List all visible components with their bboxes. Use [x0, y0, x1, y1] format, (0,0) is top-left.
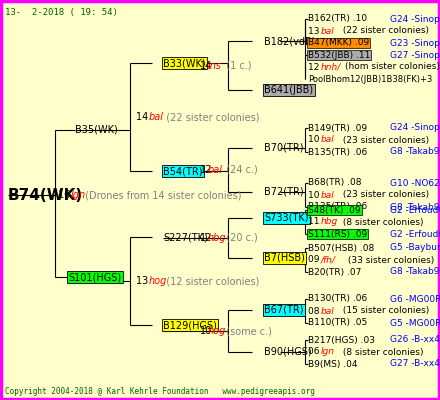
Text: (24 c.): (24 c.) [220, 165, 258, 175]
Text: B130(TR) .06: B130(TR) .06 [308, 294, 367, 304]
Text: B20(TR) .07: B20(TR) .07 [308, 268, 361, 276]
Text: hbg: hbg [208, 233, 227, 243]
Text: 13-  2-2018 ( 19: 54): 13- 2-2018 ( 19: 54) [5, 8, 118, 17]
Text: bal: bal [208, 165, 223, 175]
Text: B110(TR) .05: B110(TR) .05 [308, 318, 367, 328]
Text: 09: 09 [308, 256, 323, 264]
Text: (8 sister colonies): (8 sister colonies) [340, 348, 423, 356]
Text: hog: hog [148, 276, 167, 286]
Text: B33(WK): B33(WK) [163, 58, 205, 68]
Text: bal: bal [321, 306, 335, 316]
Text: G23 -Sinop62R: G23 -Sinop62R [390, 38, 440, 48]
Text: (1 c.): (1 c.) [220, 61, 252, 71]
Text: bal: bal [321, 26, 335, 36]
Text: B217(HGS) .03: B217(HGS) .03 [308, 336, 375, 344]
Text: G8 -Takab93aR: G8 -Takab93aR [390, 268, 440, 276]
Text: S48(TK) .09: S48(TK) .09 [308, 206, 361, 214]
Text: B67(TR): B67(TR) [264, 305, 304, 315]
Text: B507(HSB) .08: B507(HSB) .08 [308, 244, 374, 252]
Text: B70(TR): B70(TR) [264, 143, 304, 153]
Text: lgn: lgn [70, 190, 85, 200]
Text: G27 -Sinop62R: G27 -Sinop62R [390, 50, 440, 60]
Text: B532(JBB) .11: B532(JBB) .11 [308, 50, 370, 60]
Text: B72(TR): B72(TR) [264, 187, 304, 197]
Text: 14: 14 [136, 112, 151, 122]
Text: 16: 16 [58, 190, 73, 200]
Text: lgn: lgn [321, 348, 335, 356]
Text: (23 sister colonies): (23 sister colonies) [340, 190, 429, 200]
Text: (Drones from 14 sister colonies): (Drones from 14 sister colonies) [82, 190, 242, 200]
Text: (some c.): (some c.) [220, 326, 272, 336]
Text: (hom sister colonies): (hom sister colonies) [345, 62, 440, 72]
Text: 12: 12 [200, 165, 213, 175]
Text: G27 -B-xx43: G27 -B-xx43 [390, 360, 440, 368]
Text: G5 -MG00R: G5 -MG00R [390, 318, 440, 328]
Text: B182(vdB): B182(vdB) [264, 36, 315, 46]
Text: 14: 14 [200, 61, 212, 71]
Text: G26 -B-xx43: G26 -B-xx43 [390, 336, 440, 344]
Text: 12: 12 [200, 233, 213, 243]
Text: (15 sister colonies): (15 sister colonies) [340, 306, 429, 316]
Text: B149(TR) .09: B149(TR) .09 [308, 124, 367, 132]
Text: G2 -Erfoud07-1Q: G2 -Erfoud07-1Q [390, 230, 440, 238]
Text: G24 -Sinop62R: G24 -Sinop62R [390, 14, 440, 24]
Text: G2 -Erfoud07-1Q: G2 -Erfoud07-1Q [390, 206, 440, 214]
Text: PoolBhom12(JBB)1B38(FK)+3: PoolBhom12(JBB)1B38(FK)+3 [308, 74, 432, 84]
Text: 10: 10 [308, 190, 323, 200]
Text: B135(TR) .06: B135(TR) .06 [308, 202, 367, 212]
Text: bal: bal [321, 190, 335, 200]
Text: B162(TR) .10: B162(TR) .10 [308, 14, 367, 24]
Text: B135(TR) .06: B135(TR) .06 [308, 148, 367, 156]
Text: B641(JBB): B641(JBB) [264, 85, 313, 95]
Text: G5 -Bayburt98-3: G5 -Bayburt98-3 [390, 244, 440, 252]
Text: (23 sister colonies): (23 sister colonies) [340, 136, 429, 144]
Text: G10 -NO6294R: G10 -NO6294R [390, 178, 440, 188]
Text: S111(RS) .09: S111(RS) .09 [308, 230, 367, 238]
Text: 11: 11 [308, 218, 323, 226]
Text: G8 -Takab93aR: G8 -Takab93aR [390, 148, 440, 156]
Text: ins: ins [208, 61, 222, 71]
Text: (22 sister colonies): (22 sister colonies) [340, 26, 429, 36]
Text: hnh/: hnh/ [321, 62, 341, 72]
Text: S227(TK): S227(TK) [163, 232, 208, 242]
Text: /fh/: /fh/ [321, 256, 336, 264]
Text: (22 sister colonies): (22 sister colonies) [160, 112, 260, 122]
Text: B7(HSB): B7(HSB) [264, 253, 305, 263]
Text: hbg: hbg [321, 218, 338, 226]
Text: 06: 06 [308, 348, 323, 356]
Text: (33 sister colonies): (33 sister colonies) [345, 256, 434, 264]
Text: B47(MKK) .09: B47(MKK) .09 [308, 38, 369, 48]
Text: 08: 08 [308, 306, 323, 316]
Text: G24 -Sinop62R: G24 -Sinop62R [390, 124, 440, 132]
Text: G8 -Takab93aR: G8 -Takab93aR [390, 202, 440, 212]
Text: Copyright 2004-2018 @ Karl Kehrle Foundation   www.pedigreeapis.org: Copyright 2004-2018 @ Karl Kehrle Founda… [5, 387, 315, 396]
Text: B90(HGS): B90(HGS) [264, 347, 312, 357]
Text: 10: 10 [200, 326, 212, 336]
Text: hog: hog [208, 326, 227, 336]
Text: (12 sister colonies): (12 sister colonies) [160, 276, 260, 286]
Text: B35(WK): B35(WK) [75, 125, 118, 135]
Text: S101(HGS): S101(HGS) [68, 272, 121, 282]
Text: bal: bal [321, 136, 335, 144]
Text: 13: 13 [308, 26, 323, 36]
Text: 13: 13 [136, 276, 151, 286]
Text: B74(WK): B74(WK) [8, 188, 83, 202]
Text: 10: 10 [308, 136, 323, 144]
Text: B54(TR): B54(TR) [163, 166, 202, 176]
Text: bal: bal [148, 112, 163, 122]
Text: (8 sister colonies): (8 sister colonies) [340, 218, 423, 226]
Text: (20 c.): (20 c.) [220, 233, 258, 243]
Text: G6 -MG00R: G6 -MG00R [390, 294, 440, 304]
Text: B68(TR) .08: B68(TR) .08 [308, 178, 362, 188]
Text: B129(HGS): B129(HGS) [163, 320, 217, 330]
Text: S733(TK): S733(TK) [264, 213, 308, 223]
Text: 12: 12 [308, 62, 322, 72]
Text: B9(MS) .04: B9(MS) .04 [308, 360, 357, 368]
